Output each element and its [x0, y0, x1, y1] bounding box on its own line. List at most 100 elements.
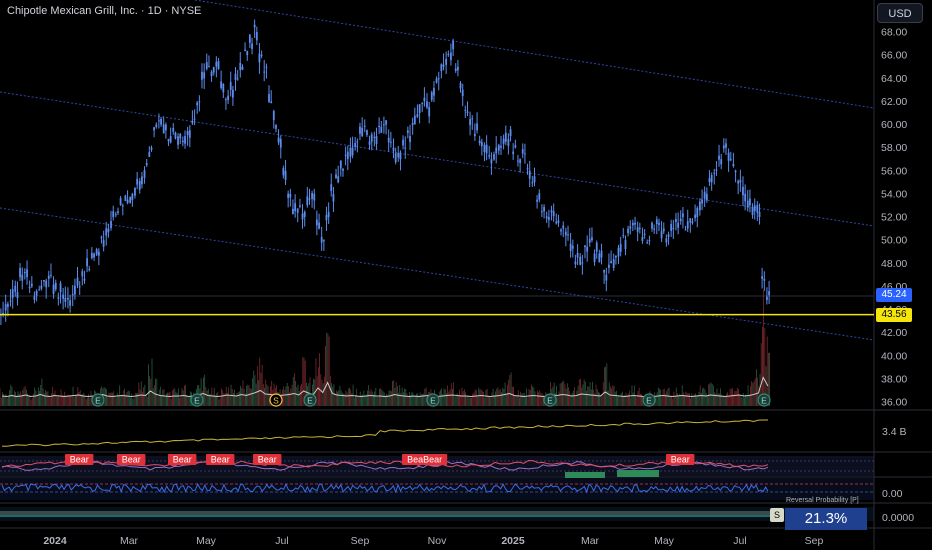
- svg-text:Bear: Bear: [258, 455, 277, 465]
- indicator-tick-label: 3.4 B: [882, 426, 907, 438]
- price-tick-label: 68.00: [881, 27, 907, 39]
- candle: [517, 154, 519, 167]
- volume-bar: [159, 386, 161, 406]
- volume-bar: [475, 390, 477, 406]
- volume-bar: [64, 391, 66, 406]
- candle: [270, 90, 273, 104]
- volume-bar: [90, 390, 92, 406]
- svg-text:BeaBear: BeaBear: [407, 455, 442, 465]
- volume-bar: [375, 388, 377, 406]
- volume-bar: [250, 389, 252, 406]
- volume-bar: [89, 398, 91, 406]
- volume-bar: [241, 388, 243, 406]
- volume-bar: [441, 388, 443, 406]
- price-tick-label: 48.00: [881, 258, 907, 270]
- volume-bar: [392, 381, 393, 406]
- candle: [351, 136, 354, 159]
- volume-bar: [186, 394, 188, 406]
- volume-bar: [120, 395, 122, 406]
- candle: [50, 263, 52, 279]
- volume-bar: [174, 388, 176, 406]
- candle: [275, 124, 277, 133]
- volume-bar: [249, 388, 251, 406]
- volume-bar: [148, 364, 149, 406]
- volume-bar: [134, 392, 136, 406]
- volume-bar: [297, 384, 299, 406]
- volume-bar: [151, 358, 153, 406]
- volume-bar: [282, 389, 283, 406]
- volume-bar: [763, 290, 765, 406]
- time-tick-label: Mar: [120, 535, 139, 547]
- volume-bar: [175, 391, 177, 406]
- candle: [217, 58, 220, 70]
- candle: [76, 267, 79, 289]
- candle: [33, 291, 36, 304]
- candle: [600, 243, 603, 265]
- volume-bar: [692, 396, 694, 406]
- volume-bar: [490, 397, 492, 406]
- volume-bar: [606, 363, 608, 406]
- volume-bar: [206, 390, 208, 406]
- volume-bar: [380, 388, 382, 406]
- candle: [440, 63, 443, 79]
- volume-bar: [732, 388, 733, 406]
- volume-bar: [621, 391, 623, 406]
- volume-bar: [489, 396, 490, 406]
- candle: [215, 56, 218, 78]
- candle: [346, 145, 349, 171]
- candle: [205, 53, 208, 71]
- candle: [461, 83, 464, 107]
- time-axis-ticks: 2024 Mar May Jul Sep Nov 2025 Mar May Jul Sep: [43, 535, 823, 547]
- volume-bar: [145, 395, 147, 406]
- volume-bar: [253, 370, 255, 406]
- volume-bar: [578, 379, 580, 406]
- candle: [387, 129, 390, 152]
- candle: [493, 151, 495, 161]
- volume-bar: [607, 390, 609, 406]
- volume-bar: [377, 396, 379, 406]
- candle: [761, 267, 764, 289]
- volume-bar: [408, 391, 410, 406]
- svg-text:S: S: [273, 396, 279, 406]
- candle: [279, 135, 282, 159]
- volume-bar: [370, 389, 372, 406]
- candle: [157, 113, 160, 129]
- volume-bar: [200, 378, 202, 406]
- volume-bar: [301, 383, 303, 406]
- volume-bar: [106, 389, 107, 406]
- volume-bar: [412, 392, 414, 406]
- volume-bar: [379, 388, 380, 406]
- currency-button[interactable]: USD: [877, 3, 923, 23]
- volume-bar: [15, 392, 16, 406]
- volume-bar: [486, 388, 488, 406]
- candle: [174, 131, 177, 140]
- candle: [344, 146, 347, 166]
- volume-bar: [538, 392, 539, 406]
- candle: [370, 132, 373, 151]
- earnings-marker: E: [91, 393, 105, 407]
- volume-bar: [593, 389, 595, 406]
- volume-bar: [696, 396, 697, 406]
- volume-bar: [291, 384, 293, 406]
- reversal-tab[interactable]: S: [770, 508, 784, 522]
- volume-bar: [501, 392, 502, 406]
- volume-bar: [723, 396, 725, 406]
- volume-bar: [238, 391, 240, 406]
- volume-bar: [161, 394, 162, 406]
- volume-bar: [103, 387, 105, 406]
- svg-text:E: E: [430, 396, 436, 406]
- volume-bar: [748, 394, 750, 406]
- volume-bar: [757, 377, 759, 406]
- volume-bar: [705, 392, 707, 406]
- volume-bar: [587, 386, 589, 406]
- volume-bar: [463, 389, 465, 406]
- volume-bar: [349, 387, 350, 406]
- candle: [464, 105, 467, 118]
- candle: [255, 26, 258, 46]
- candle: [9, 289, 12, 307]
- volume-bar: [340, 390, 342, 406]
- candle: [584, 245, 586, 259]
- candle: [698, 198, 701, 216]
- candle: [612, 253, 615, 271]
